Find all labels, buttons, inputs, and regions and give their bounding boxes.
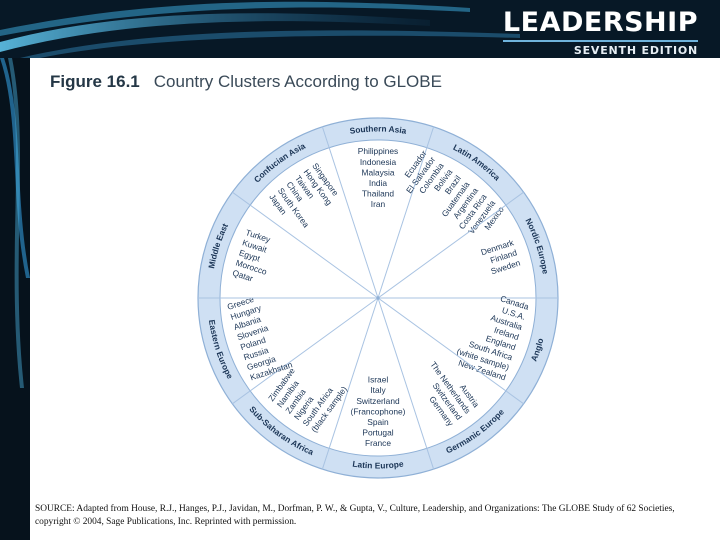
sector-divider [232,297,379,405]
country-name: Spain [367,417,389,427]
brand-logo: LEADERSHIP SEVENTH EDITION [502,7,698,57]
sector-divider [377,126,435,299]
sector-divider [321,126,379,299]
country-name: Malaysia [361,167,394,177]
brand-title: LEADERSHIP [502,7,698,38]
country-name: Thailand [362,189,394,199]
header-banner: LEADERSHIP SEVENTH EDITION [0,0,720,58]
brand-divider [502,40,698,42]
country-name: Italy [370,385,386,395]
figure-caption: Country Clusters According to GLOBE [153,72,442,91]
source-citation: SOURCE: Adapted from House, R.J., Hanges… [35,504,675,527]
brand-edition: SEVENTH EDITION [573,43,698,57]
sector-divider [377,297,435,470]
country-name: Indonesia [360,157,397,167]
sector-divider [232,191,379,299]
globe-cluster-wheel: Southern Asia PhilippinesIndonesiaMalaysi… [197,117,559,479]
figure-title: Figure 16.1 Country Clusters According to… [50,72,442,92]
left-decorative-strip [0,58,30,540]
country-name: (Francophone) [351,406,406,416]
country-name: Iran [371,199,386,209]
sector-divider [321,297,379,470]
country-list: PhilippinesIndonesiaMalaysiaIndiaThailan… [358,146,399,209]
country-name: India [369,178,388,188]
country-name: France [365,438,391,448]
country-name: Portugal [362,428,393,438]
sector-divider [377,191,524,299]
figure-number: Figure 16.1 [50,72,140,91]
header-swoosh-graphic [0,1,520,58]
country-list: IsraelItalySwitzerland(Francophone)Spain… [351,375,406,449]
sector-divider [377,297,524,405]
country-name: Philippines [358,146,399,156]
cluster-label: Latin Europe [352,459,405,471]
country-name: Israel [368,375,389,385]
country-name: Switzerland [356,396,400,406]
cluster-label: Southern Asia [349,124,407,136]
center-point [376,296,380,300]
